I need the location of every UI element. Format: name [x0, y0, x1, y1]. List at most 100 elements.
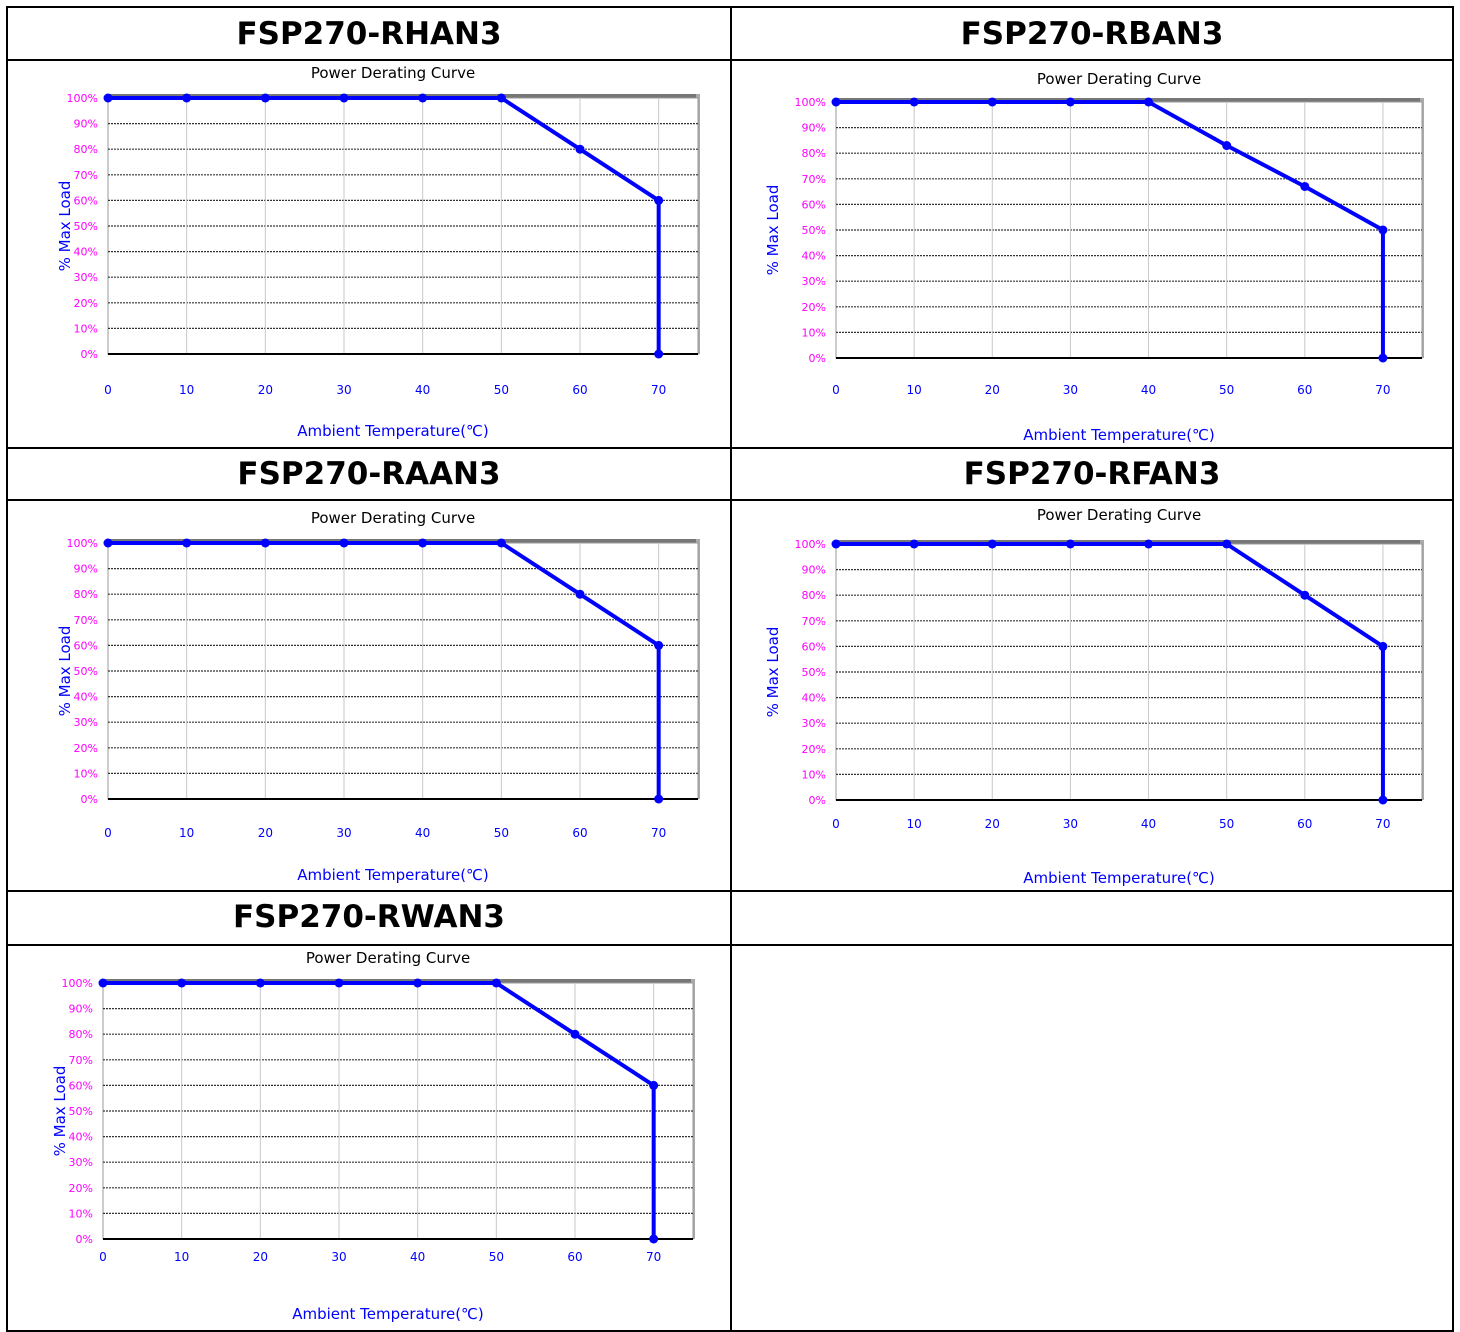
y-tick-label: 60%	[74, 194, 98, 207]
x-tick-label: 60	[572, 383, 587, 397]
model-title: FSP270-RAAN3	[237, 456, 501, 492]
y-tick-label: 60%	[802, 198, 826, 211]
derating-chart: Power Derating Curve 0% 10% 20% 30% 40% 50% 60%…	[56, 64, 700, 440]
data-point	[654, 640, 664, 650]
data-point	[255, 978, 265, 988]
derating-chart: Power Derating Curve 0% 10% 20% 30% 40% 50% 60%…	[764, 70, 1424, 444]
y-axis-title: % Max Load	[56, 181, 74, 272]
x-axis-title: Ambient Temperature(℃)	[1023, 869, 1215, 887]
y-tick-label: 70%	[802, 173, 826, 186]
row-divider	[8, 944, 1452, 946]
x-tick-label: 60	[572, 826, 587, 840]
y-tick-label: 90%	[74, 563, 98, 576]
y-tick-label: 20%	[69, 1182, 93, 1195]
y-tick-label: 0%	[809, 794, 826, 807]
data-point	[649, 1080, 659, 1090]
x-tick-label: 0	[104, 826, 112, 840]
x-tick-label: 10	[906, 383, 921, 397]
data-point	[1378, 353, 1388, 363]
x-tick-label: 40	[1141, 383, 1156, 397]
y-tick-label: 80%	[69, 1028, 93, 1041]
data-point	[575, 589, 585, 599]
data-point	[418, 538, 428, 548]
x-tick-label: 30	[336, 383, 351, 397]
y-tick-label: 50%	[802, 666, 826, 679]
data-point	[831, 539, 841, 549]
y-tick-label: 70%	[74, 169, 98, 182]
chart-title: Power Derating Curve	[311, 64, 475, 82]
y-tick-label: 60%	[69, 1079, 93, 1092]
y-axis-title: % Max Load	[51, 1066, 69, 1157]
y-tick-label: 0%	[81, 793, 98, 806]
y-tick-label: 60%	[74, 639, 98, 652]
x-tick-label: 40	[410, 1250, 425, 1264]
y-tick-label: 80%	[74, 143, 98, 156]
y-tick-label: 100%	[795, 96, 826, 109]
y-tick-label: 100%	[62, 977, 93, 990]
x-tick-label: 60	[1297, 383, 1312, 397]
x-tick-label: 30	[1063, 383, 1078, 397]
data-point	[260, 93, 270, 103]
model-title: FSP270-RBAN3	[960, 16, 1224, 52]
x-tick-label: 20	[985, 817, 1000, 831]
y-tick-label: 0%	[81, 348, 98, 361]
y-tick-label: 20%	[74, 297, 98, 310]
x-tick-label: 0	[832, 383, 840, 397]
y-tick-label: 50%	[802, 224, 826, 237]
x-tick-label: 40	[415, 826, 430, 840]
y-tick-label: 50%	[69, 1105, 93, 1118]
model-title: FSP270-RFAN3	[963, 456, 1221, 492]
data-point	[177, 978, 187, 988]
y-tick-label: 50%	[74, 665, 98, 678]
row-divider	[8, 447, 1452, 449]
y-tick-label: 40%	[802, 250, 826, 263]
y-tick-label: 10%	[74, 322, 98, 335]
data-point	[1378, 795, 1388, 805]
y-tick-label: 20%	[74, 742, 98, 755]
data-point	[575, 144, 585, 154]
data-point	[909, 539, 919, 549]
x-tick-label: 0	[104, 383, 112, 397]
derating-table: FSP270-RHAN3 FSP270-RBAN3 FSP270-RAAN3 F…	[6, 6, 1454, 1332]
y-tick-label: 70%	[74, 614, 98, 627]
data-point	[1378, 641, 1388, 651]
y-tick-label: 100%	[67, 537, 98, 550]
data-point	[413, 978, 423, 988]
derating-chart: Power Derating Curve 0% 10% 20% 30% 40% 50% 60%…	[51, 949, 695, 1323]
x-tick-label: 10	[179, 826, 194, 840]
y-tick-label: 90%	[802, 122, 826, 135]
data-point	[1300, 181, 1310, 191]
data-point	[260, 538, 270, 548]
derating-chart: Power Derating Curve 0% 10% 20% 30% 40% 50% 60%…	[56, 509, 700, 884]
x-tick-label: 0	[832, 817, 840, 831]
data-point	[182, 538, 192, 548]
x-tick-label: 50	[494, 383, 509, 397]
data-point	[496, 538, 506, 548]
x-axis-title: Ambient Temperature(℃)	[1023, 426, 1215, 444]
data-point	[909, 97, 919, 107]
x-tick-label: 40	[415, 383, 430, 397]
chart-title: Power Derating Curve	[311, 509, 475, 527]
x-tick-label: 20	[253, 1250, 268, 1264]
y-tick-label: 70%	[802, 615, 826, 628]
data-point	[418, 93, 428, 103]
data-point	[831, 97, 841, 107]
y-tick-label: 10%	[802, 768, 826, 781]
data-point	[182, 93, 192, 103]
x-axis-title: Ambient Temperature(℃)	[297, 422, 489, 440]
y-axis-title: % Max Load	[764, 185, 782, 276]
row-divider	[8, 890, 1452, 892]
y-tick-label: 10%	[69, 1207, 93, 1220]
x-tick-label: 50	[1219, 383, 1234, 397]
data-point	[649, 1234, 659, 1244]
y-tick-label: 30%	[69, 1156, 93, 1169]
data-point	[987, 539, 997, 549]
y-tick-label: 60%	[802, 640, 826, 653]
x-axis-title: Ambient Temperature(℃)	[297, 866, 489, 884]
y-tick-label: 40%	[74, 691, 98, 704]
y-tick-label: 50%	[74, 220, 98, 233]
data-point	[654, 794, 664, 804]
data-point	[1144, 539, 1154, 549]
data-point	[654, 195, 664, 205]
x-tick-label: 20	[258, 826, 273, 840]
